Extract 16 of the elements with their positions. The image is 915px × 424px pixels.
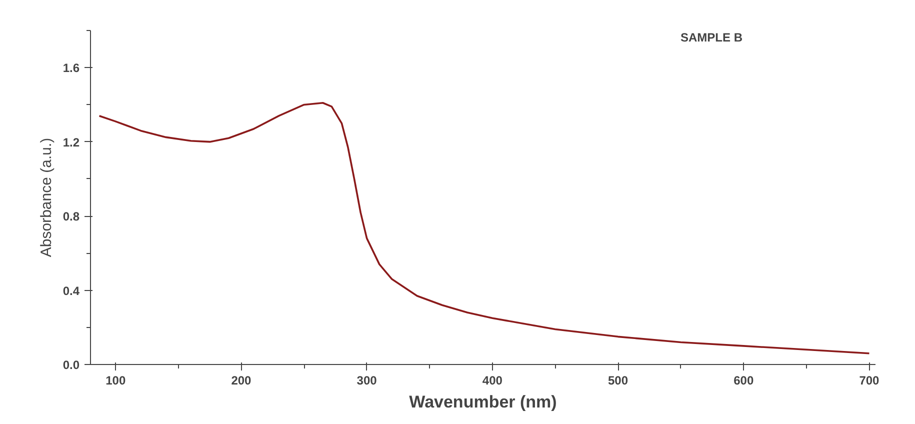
y-tick-label: 1.6 — [62, 61, 80, 76]
y-tick-label: 1.2 — [62, 135, 80, 150]
y-tick-label: 0.0 — [62, 358, 80, 372]
x-tick-label: 400 — [482, 374, 503, 388]
x-tick-label: 100 — [106, 374, 126, 388]
x-axis-title: Wavenumber (nm) — [409, 392, 557, 412]
x-tick-label: 200 — [231, 374, 252, 388]
line-series — [98, 102, 870, 354]
x-tick-label: 600 — [734, 374, 754, 388]
annotation: SAMPLE B — [680, 30, 743, 44]
y-tick-label: 0.8 — [62, 210, 80, 224]
x-tick-label: 700 — [859, 374, 880, 388]
x-tick-label: 500 — [608, 374, 628, 388]
y-tick-label: 0.4 — [62, 284, 80, 298]
x-tick-label: 300 — [356, 374, 378, 388]
y-axis-title: Absorbance (a.u.) — [38, 138, 55, 258]
